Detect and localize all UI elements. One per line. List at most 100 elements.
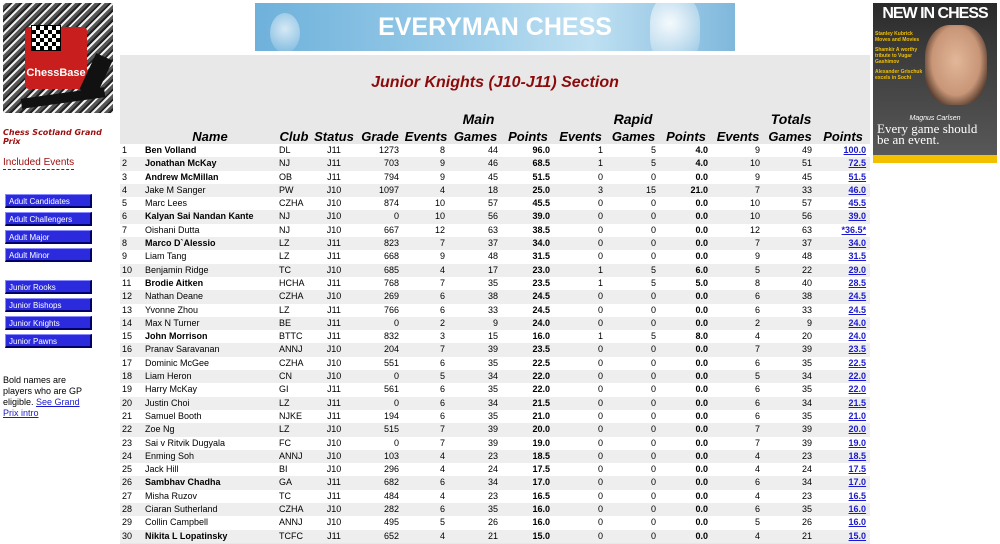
rapid-events-cell: 0	[598, 211, 604, 222]
total-points-link[interactable]: 22.5	[848, 357, 867, 368]
total-points-link[interactable]: 72.5	[848, 158, 867, 169]
total-points-link[interactable]: 15.0	[848, 530, 867, 541]
total-points-link[interactable]: 16.5	[848, 490, 867, 501]
total-points-cell: 21.0	[816, 410, 870, 423]
main-games-cell: 48	[487, 251, 498, 262]
total-events-cell: 6	[755, 357, 761, 368]
main-events-cell: 7	[439, 437, 445, 448]
total-points-link[interactable]: 17.5	[848, 464, 867, 475]
total-points-link[interactable]: 22.0	[848, 371, 867, 382]
rapid-events-cell: 0	[598, 251, 604, 262]
nav-button-junior-pawns[interactable]: Junior Pawns	[5, 334, 92, 348]
total-points-cell: 29.0	[816, 264, 870, 277]
total-points-link[interactable]: 18.5	[848, 450, 867, 461]
total-points-link[interactable]: 22.0	[848, 384, 867, 395]
total-points-cell: *36.5*	[816, 224, 870, 237]
club-cell: TC	[279, 264, 291, 275]
main-points-cell: 17.0	[532, 477, 551, 488]
total-games-cell: 49	[802, 145, 813, 155]
new-in-chess-magazine-ad[interactable]: NEW IN CHESS Stanley Kubrick Moves and M…	[873, 3, 997, 163]
total-points-link[interactable]: 19.0	[848, 437, 867, 448]
table-row: 19 Harry McKay GI J11 561 6 35 22.0 0 0 0.0 6 35 22.0	[120, 383, 870, 397]
total-points-link[interactable]: 45.5	[848, 198, 867, 209]
status-cell: J11	[327, 410, 341, 421]
nav-button-junior-knights[interactable]: Junior Knights	[5, 316, 92, 330]
nav-button-adult-major[interactable]: Adult Major	[5, 230, 92, 244]
total-points-link[interactable]: 46.0	[848, 184, 867, 195]
table-row: 24 Enming Soh ANNJ J10 103 4 23 18.5 0 0 0.0 4 23 18.…	[120, 449, 870, 464]
total-points-link[interactable]: 24.0	[848, 331, 867, 342]
total-points-link[interactable]: 51.5	[848, 171, 867, 182]
nav-button-adult-candidates[interactable]: Adult Candidates	[5, 194, 92, 208]
total-points-link[interactable]: 21.5	[848, 397, 867, 408]
total-events-cell: 6	[755, 410, 761, 421]
col-total-games: Games	[768, 128, 812, 144]
chessbase-logo[interactable]: ChessBase	[3, 3, 113, 113]
total-points-link[interactable]: 39.0	[848, 211, 867, 222]
everyman-chess-banner[interactable]: EVERYMAN CHESS	[255, 3, 735, 51]
total-points-link[interactable]: 21.0	[848, 410, 867, 421]
total-points-link[interactable]: 31.5	[848, 251, 867, 262]
total-points-cell: 16.0	[816, 516, 870, 529]
rapid-points-cell: 0.0	[695, 238, 709, 249]
included-events-link[interactable]: Included Events	[3, 157, 75, 170]
total-points-link[interactable]: 24.0	[848, 317, 867, 328]
rank-cell: 22	[122, 424, 133, 435]
total-points-link[interactable]: 17.0	[848, 477, 867, 488]
nav-button-adult-challengers[interactable]: Adult Challengers	[5, 212, 92, 226]
main-events-cell: 6	[439, 357, 445, 368]
total-points-cell: 24.5	[816, 290, 870, 303]
total-events-cell: 6	[755, 384, 761, 395]
col-main-events: Events	[404, 128, 448, 144]
main-points-cell: 16.0	[532, 331, 551, 342]
rank-cell: 6	[122, 211, 128, 222]
table-row: 28 Ciaran Sutherland CZHA J10 282 6 35 16.0 0 0 0.…	[120, 503, 870, 517]
total-points-link[interactable]: 29.0	[848, 264, 867, 275]
total-events-cell: 9	[755, 171, 761, 182]
club-cell: TC	[279, 490, 291, 501]
total-points-link[interactable]: 100.0	[843, 145, 867, 155]
rapid-games-cell: 5	[651, 277, 657, 288]
club-cell: LZ	[279, 304, 290, 315]
club-cell: LZ	[279, 424, 290, 435]
total-points-link[interactable]: 34.0	[848, 238, 867, 249]
total-points-link[interactable]: 28.5	[848, 277, 867, 288]
total-points-link[interactable]: 20.0	[848, 424, 867, 435]
club-cell: CZHA	[279, 198, 304, 209]
main-points-cell: 51.5	[532, 171, 551, 182]
total-points-cell: 24.0	[816, 317, 870, 330]
nav-button-junior-rooks[interactable]: Junior Rooks	[5, 280, 92, 294]
main-events-cell: 3	[439, 331, 445, 342]
standings-body: 1 Ben Volland DL J11 1273 8 44 96.0 1 5 4.0 9 49 100.…	[120, 144, 870, 543]
rank-cell: 9	[122, 251, 128, 262]
grade-cell: 703	[383, 158, 399, 169]
total-points-link[interactable]: 16.0	[848, 504, 867, 515]
status-cell: J10	[326, 357, 342, 368]
total-points-link[interactable]: 24.5	[848, 291, 867, 302]
nav-button-junior-bishops[interactable]: Junior Bishops	[5, 298, 92, 312]
table-row: 11 Brodie Aitken HCHA J11 768 7 35 23.5 1 5 5.0 8 40…	[120, 276, 870, 291]
name-cell: Max N Turner	[145, 317, 200, 328]
grade-cell: 204	[383, 344, 399, 355]
status-cell: J10	[326, 211, 342, 222]
total-points-link[interactable]: 24.5	[848, 304, 867, 315]
main-points-cell: 34.0	[532, 238, 551, 249]
total-games-cell: 34	[802, 371, 813, 382]
main-events-cell: 5	[439, 371, 445, 382]
magazine-headline-2: Shamkir A worthy tribute to Vugar Gashim…	[875, 47, 918, 65]
table-row: 7 Oishani Dutta NJ J10 667 12 63 38.5 0 0 0.0 12 63 *…	[120, 223, 870, 238]
rank-cell: 29	[122, 517, 133, 528]
total-games-cell: 34	[802, 477, 813, 488]
total-events-cell: 7	[755, 437, 761, 448]
total-points-link[interactable]: *36.5*	[841, 224, 867, 235]
main-events-cell: 4	[439, 450, 445, 461]
rapid-points-cell: 5.0	[695, 277, 709, 288]
table-row: 29 Collin Campbell ANNJ J10 495 5 26 16.0 0 0 0.0 5…	[120, 516, 870, 530]
grand-prix-intro-link[interactable]: See Grand Prix intro	[3, 397, 80, 418]
nav-button-adult-minor[interactable]: Adult Minor	[5, 248, 92, 262]
total-points-link[interactable]: 16.0	[848, 517, 867, 528]
total-points-link[interactable]: 23.5	[848, 344, 867, 355]
total-games-cell: 51	[802, 158, 813, 169]
total-games-cell: 20	[802, 331, 813, 342]
main-games-cell: 26	[487, 517, 498, 528]
